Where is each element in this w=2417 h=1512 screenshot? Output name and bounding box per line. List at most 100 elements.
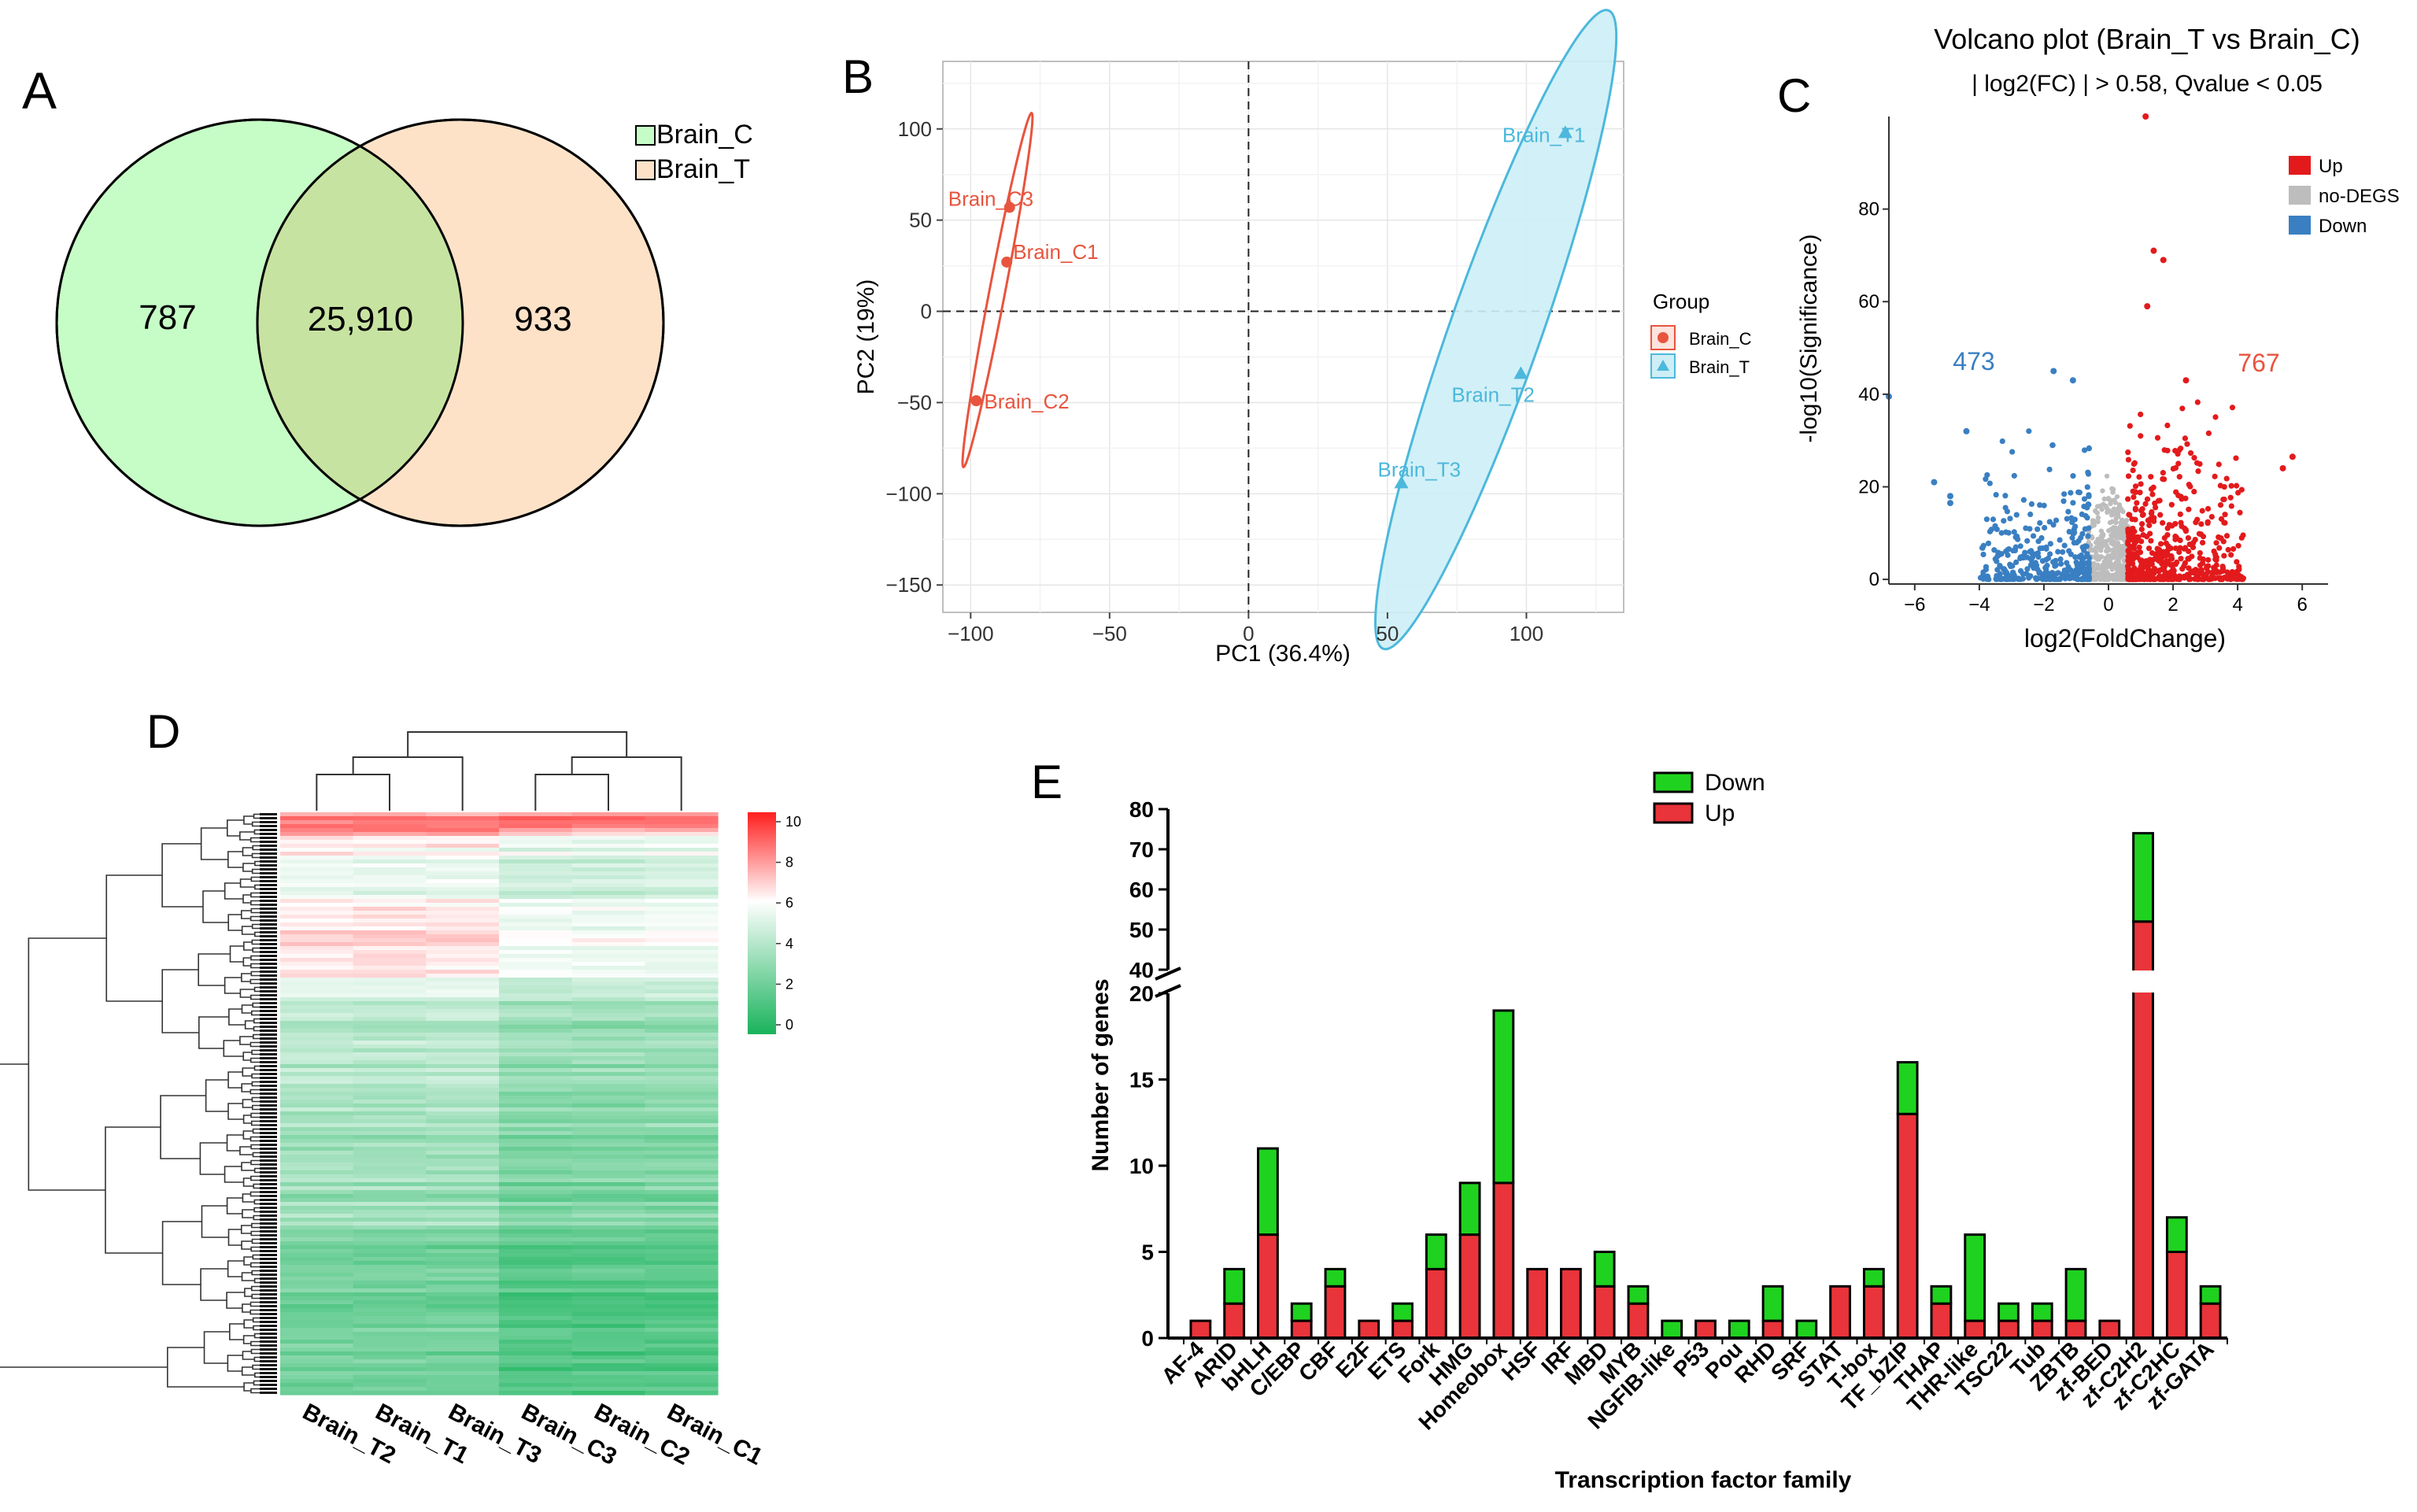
heatmap-cell [645,1379,719,1384]
heatmap-cell [280,930,354,935]
heatmap-cell [280,1088,354,1092]
heatmap-cell [571,828,645,833]
volcano-point-down [2071,529,2078,536]
heatmap-cell [280,1123,354,1128]
volcano-point-up [2204,565,2210,571]
heatmap-cell [353,887,427,892]
heatmap-cell [571,1076,645,1081]
bar-segment-up [2064,1319,2087,1340]
bar-segment-down [1761,1285,1784,1322]
pca-x-axis-label: PC1 (36.4%) [1215,641,1351,667]
heatmap-cell [280,1029,354,1033]
heatmap-cell [426,1300,500,1305]
heatmap-cell [426,1119,500,1124]
heatmap-cell [499,1060,573,1065]
heatmap-cell [571,1355,645,1360]
heatmap-cell [645,816,719,821]
heatmap-cell [426,1033,500,1037]
heatmap-cell [280,1092,354,1096]
heatmap-cell [499,938,573,943]
heatmap-cell [645,1163,719,1167]
heatmap-cell [499,966,573,970]
heatmap-cell [353,1052,427,1057]
row-dendrogram-branch [251,821,260,827]
heatmap-cell [353,1001,427,1006]
heatmap-cell [571,1194,645,1199]
volcano-point-up [2176,549,2182,556]
bar-axis-break-gap [2130,970,2156,993]
heatmap-cell [353,1135,427,1140]
volcano-point-up [2181,573,2187,580]
row-dendrogram-branch [243,1256,253,1266]
volcano-point-down [2047,541,2053,547]
heatmap-cell [426,1229,500,1234]
volcano-point-up [2184,441,2190,447]
heatmap-cell [571,867,645,872]
volcano-point-nodeg [2107,519,2113,526]
heatmap-cell [499,1371,573,1376]
heatmap-cell [353,993,427,998]
heatmap-cell [499,1182,573,1187]
volcano-point-down [2085,469,2091,475]
volcano-point-down [1984,573,1991,579]
heatmap-cell [645,1139,719,1144]
heatmap-cell [571,1391,645,1396]
heatmap-cell [645,1088,719,1092]
volcano-y-tick-label: 0 [1869,569,1879,590]
volcano-point-down [2075,571,2082,577]
heatmap-cell [571,832,645,837]
row-dendrogram-branch [224,1166,244,1183]
heatmap-cell [499,962,573,967]
volcano-point-nodeg [2094,504,2101,509]
volcano-point-up [2212,414,2219,420]
heatmap-cell [645,1351,719,1356]
heatmap-cell [571,970,645,974]
bar-axis-break-mark [1155,967,1181,981]
bar-segment-up [2199,1302,2222,1340]
heatmap-cell [353,1044,427,1049]
heatmap-cell [426,1363,500,1368]
heatmap-cell [571,1245,645,1250]
heatmap-cell [499,942,573,947]
heatmap-cell [571,856,645,860]
heatmap-panel: D Brain_T2Brain_T1Brain_T3Brain_C3Brain_… [0,705,801,1470]
heatmap-cell [645,879,719,884]
row-dendrogram-branch [254,1372,260,1378]
dendrogram-branch [571,756,682,811]
bar-y-tick-label: 40 [1129,958,1154,982]
heatmap-cell [571,1304,645,1309]
heatmap-cell [645,1312,719,1317]
volcano-point-up [2163,553,2169,559]
heatmap-cell [426,1096,500,1100]
heatmap-cell [426,938,500,943]
volcano-point-down [2065,508,2071,515]
heatmap-cell [280,1237,354,1242]
heatmap-cell [645,974,719,978]
heatmap-cell [426,1139,500,1144]
heatmap-cell [280,1347,354,1352]
volcano-point-down [2081,503,2087,510]
heatmap-column-dendrogram [316,731,682,811]
heatmap-cell [499,1336,573,1340]
row-dendrogram-branch [251,868,260,874]
heatmap-cell [353,891,427,896]
heatmap-cell [645,950,719,955]
heatmap-cell [499,1257,573,1262]
pca-panel: B Brain_C3Brain_C1Brain_C2Brain_T1Brain_… [842,9,1752,667]
volcano-point-nodeg [2103,571,2109,576]
heatmap-cell [280,915,354,919]
volcano-point-down [2028,501,2035,508]
heatmap-cell [353,863,427,868]
heatmap-cell [280,1135,354,1140]
heatmap-cell [426,1174,500,1179]
heatmap-cell [353,1064,427,1069]
volcano-point-up [2168,501,2175,508]
volcano-x-tick-label: 2 [2168,594,2178,616]
row-dendrogram-branch [250,1340,260,1347]
heatmap-cell [353,1076,427,1081]
volcano-point-up [2163,572,2169,579]
volcano-point-up [2131,567,2137,573]
volcano-point-up [2160,470,2166,476]
heatmap-cell [353,1351,427,1356]
heatmap-cell [571,1166,645,1171]
